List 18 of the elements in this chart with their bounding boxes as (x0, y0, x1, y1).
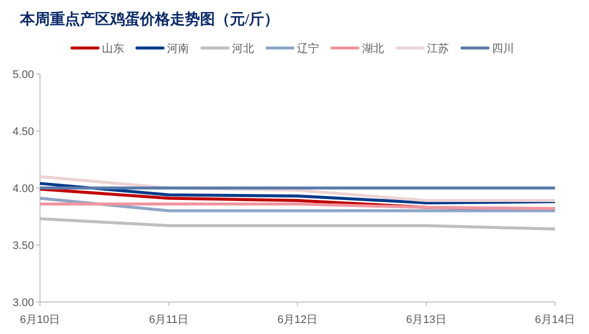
y-tick-label: 3.50 (12, 240, 34, 252)
y-tick-label: 4.00 (12, 183, 34, 195)
x-tick-label: 6月10日 (20, 314, 60, 326)
legend-label: 湖北 (362, 42, 384, 55)
legend-label: 河南 (167, 42, 189, 55)
x-tick-label: 6月14日 (534, 314, 576, 326)
y-tick-label: 5.00 (12, 69, 34, 81)
x-tick-label: 6月13日 (406, 314, 446, 326)
legend-label: 四川 (492, 42, 514, 55)
legend-label: 河北 (232, 42, 254, 55)
chart-title: 本周重点产区鸡蛋价格走势图（元/斤） (19, 11, 280, 28)
y-tick-label: 4.50 (12, 126, 34, 138)
legend-label: 江苏 (427, 42, 449, 55)
legend-label: 辽宁 (297, 42, 319, 55)
y-tick-label: 3.00 (12, 297, 34, 309)
x-tick-label: 6月11日 (148, 314, 189, 326)
x-tick-label: 6月12日 (277, 314, 318, 326)
legend-label: 山东 (102, 42, 124, 55)
